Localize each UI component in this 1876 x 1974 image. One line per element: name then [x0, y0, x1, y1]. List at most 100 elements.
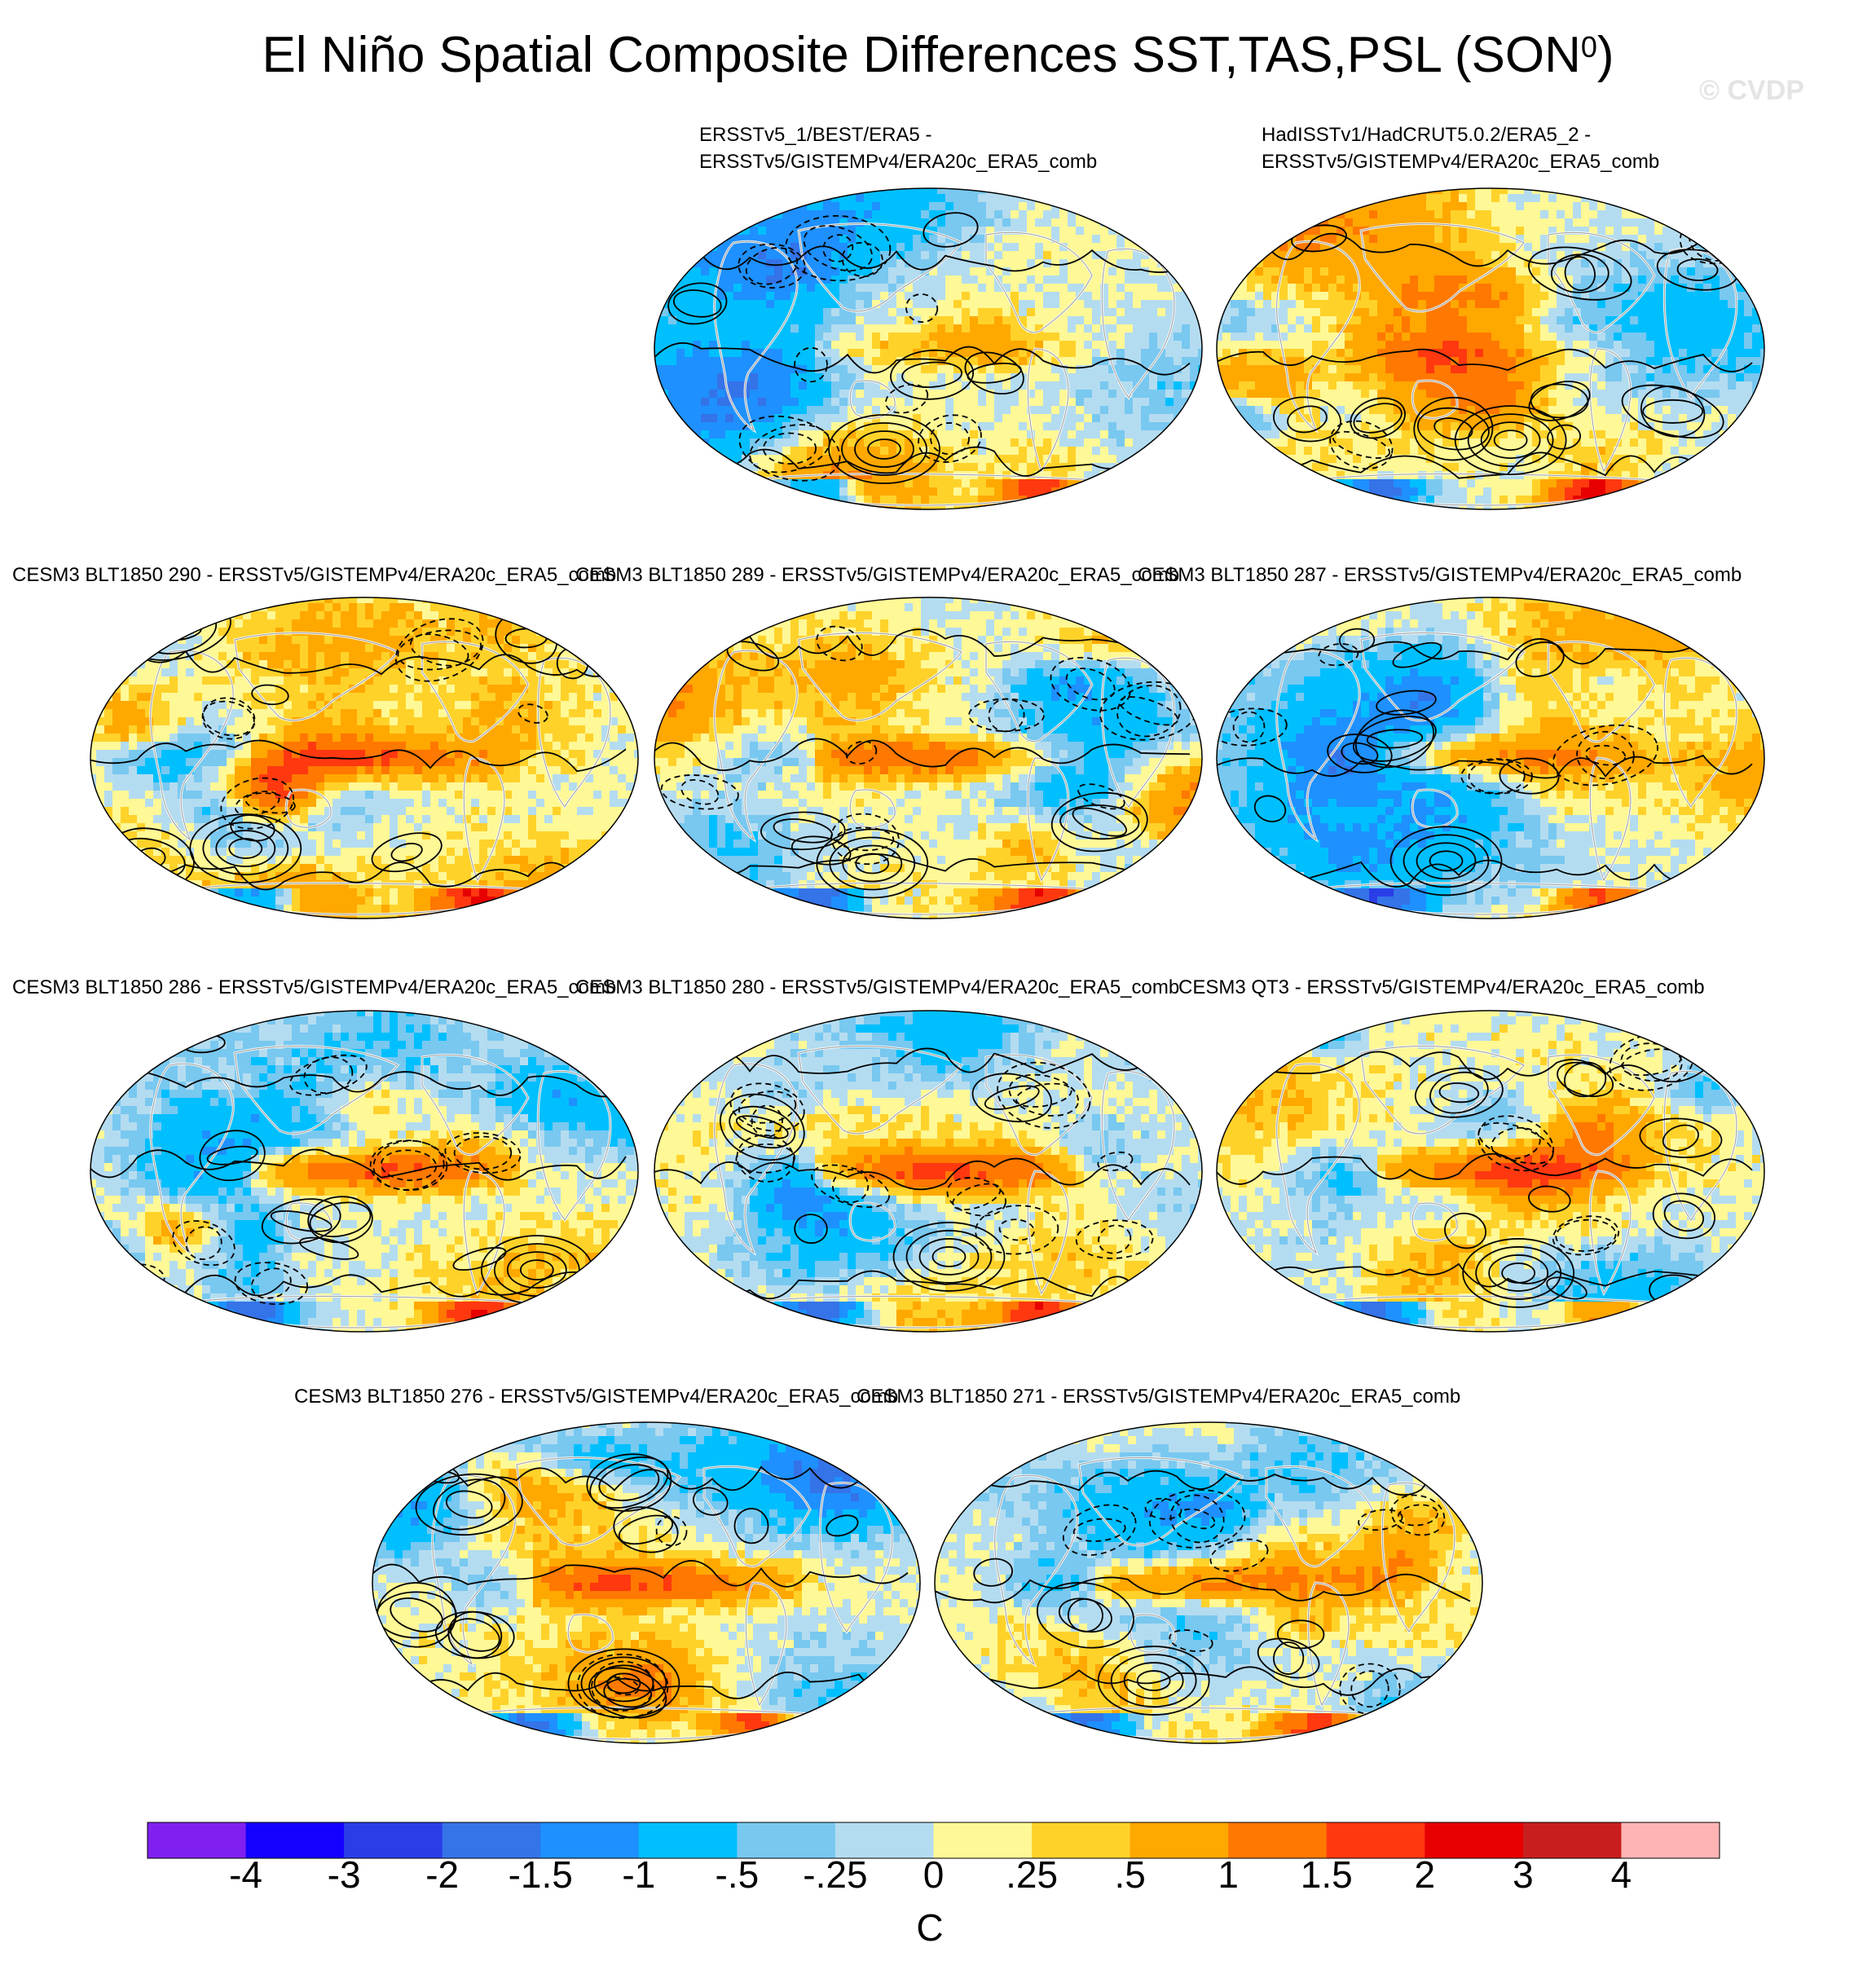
psl-contour	[1327, 734, 1393, 773]
psl-contour	[997, 1061, 1091, 1129]
psl-contour-southern	[519, 1259, 554, 1281]
psl-contour	[1390, 1494, 1446, 1536]
coastline-gray-3	[1589, 348, 1632, 473]
coastline-gray-0	[994, 1474, 1078, 1666]
coastline-gray-1	[1360, 632, 1525, 721]
psl-contour	[1528, 381, 1591, 421]
psl-contour	[433, 1478, 506, 1531]
psl-contour	[735, 1115, 789, 1139]
psl-contour	[975, 1205, 1059, 1255]
psl-contour	[397, 629, 482, 671]
colorbar-tick-label: -.25	[803, 1853, 867, 1896]
psl-contour-southern	[189, 813, 302, 883]
psl-contour	[234, 791, 280, 817]
psl-contour	[1217, 707, 1288, 747]
coastline-gray-3	[1027, 1170, 1069, 1295]
psl-contour	[1062, 1504, 1137, 1556]
psl-contour	[816, 625, 863, 662]
psl-contour	[973, 1558, 1014, 1587]
psl-contour	[1584, 744, 1627, 766]
psl-contour	[1468, 759, 1526, 795]
coastline-gray-2	[1548, 641, 1655, 742]
psl-contour	[394, 618, 484, 682]
psl-contour-wave	[654, 853, 1191, 877]
colorbar-tick-label: -2	[425, 1853, 459, 1896]
psl-contour	[1273, 1641, 1305, 1675]
coastline-gray-5	[1411, 1202, 1458, 1241]
psl-contour	[971, 1073, 1052, 1123]
psl-contour	[1077, 783, 1125, 810]
psl-contour	[434, 1610, 515, 1659]
psl-contour	[598, 1464, 660, 1501]
psl-contour	[307, 1196, 373, 1244]
psl-contour	[1642, 399, 1704, 424]
coastline-gray-4	[537, 657, 611, 808]
panel-title-obs1-line1: ERSSTv5_1/BEST/ERA5 -	[699, 124, 931, 147]
colorbar-tick-label: 3	[1513, 1853, 1534, 1896]
psl-contour	[1547, 424, 1581, 450]
psl-contour	[250, 1267, 292, 1299]
psl-contour	[692, 1487, 729, 1516]
coastline-gray-0	[714, 240, 798, 432]
colorbar-swatch	[1326, 1822, 1425, 1858]
psl-contour	[1416, 407, 1490, 451]
title-text: El Niño Spatial Composite Differences SS…	[262, 27, 1580, 83]
psl-contour-wave	[1217, 1262, 1753, 1288]
psl-contour	[790, 835, 852, 866]
psl-contour-southern	[1416, 842, 1477, 880]
map-m290	[90, 597, 639, 919]
psl-contour-southern	[567, 1648, 680, 1719]
psl-contour	[1015, 1082, 1072, 1108]
psl-contour	[680, 779, 720, 805]
psl-contour	[785, 214, 892, 282]
psl-contour	[1169, 1629, 1213, 1652]
psl-contour	[445, 1490, 493, 1519]
psl-contour-wave	[1217, 1152, 1753, 1185]
psl-contour	[1050, 791, 1148, 853]
coastline-gray-5	[285, 789, 332, 828]
psl-contour	[1065, 668, 1116, 701]
map-border	[1216, 1010, 1765, 1333]
psl-contour	[719, 1093, 805, 1161]
psl-contour	[1433, 417, 1473, 441]
psl-contour	[660, 774, 739, 810]
coastline-gray-4	[1663, 248, 1737, 399]
colorbar-swatch	[148, 1822, 247, 1858]
psl-contour	[1036, 1582, 1134, 1649]
coastline-gray-1	[234, 632, 399, 721]
psl-contour	[1257, 1637, 1320, 1679]
psl-contour	[1528, 246, 1632, 301]
coastline-gray-2	[985, 231, 1093, 333]
psl-contour	[517, 703, 548, 724]
coastline-gray-4	[819, 1482, 893, 1633]
coastline-gray-1	[1078, 1457, 1243, 1546]
psl-contour	[733, 1508, 769, 1544]
psl-contour	[811, 1164, 890, 1209]
coastline-gray-5	[1411, 380, 1458, 419]
psl-contour	[1499, 757, 1560, 795]
colorbar-swatch	[835, 1822, 934, 1858]
colorbar-units: C	[914, 1907, 946, 1948]
psl-contour	[923, 212, 979, 248]
coastline-gray-2	[421, 1054, 529, 1156]
psl-contour	[1353, 716, 1437, 762]
anomaly-field	[90, 1011, 638, 1332]
coastline-gray-1	[516, 1457, 680, 1546]
map-m289	[654, 597, 1203, 919]
psl-contour	[1438, 1082, 1480, 1104]
colorbar-swatch	[737, 1822, 836, 1858]
psl-contour	[1491, 1126, 1541, 1160]
psl-contour-southern	[1493, 430, 1528, 452]
colorbar-swatch	[540, 1822, 640, 1858]
psl-contour	[453, 1135, 513, 1170]
psl-contour	[613, 1506, 679, 1553]
psl-contour	[738, 1091, 797, 1124]
psl-contour-wave	[90, 739, 627, 773]
psl-contour	[618, 1514, 674, 1545]
coastline-gray-1	[798, 223, 962, 312]
colorbar-tick-label: .25	[1006, 1853, 1058, 1896]
coastline-gray-3	[1589, 757, 1632, 882]
map-m271	[934, 1421, 1483, 1744]
coastline-gray-2	[1548, 231, 1655, 333]
psl-contour	[655, 1515, 688, 1547]
